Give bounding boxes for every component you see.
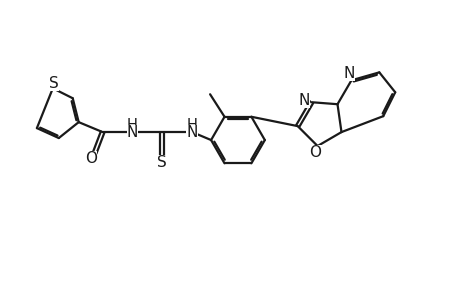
- Text: N: N: [298, 93, 310, 108]
- Text: H: H: [127, 118, 138, 133]
- Text: S: S: [49, 76, 59, 91]
- Text: S: S: [157, 155, 167, 170]
- Text: H: H: [186, 118, 197, 133]
- Text: O: O: [84, 152, 96, 166]
- Text: N: N: [343, 66, 354, 81]
- Text: N: N: [186, 124, 197, 140]
- Text: N: N: [127, 124, 138, 140]
- Text: O: O: [309, 146, 321, 160]
